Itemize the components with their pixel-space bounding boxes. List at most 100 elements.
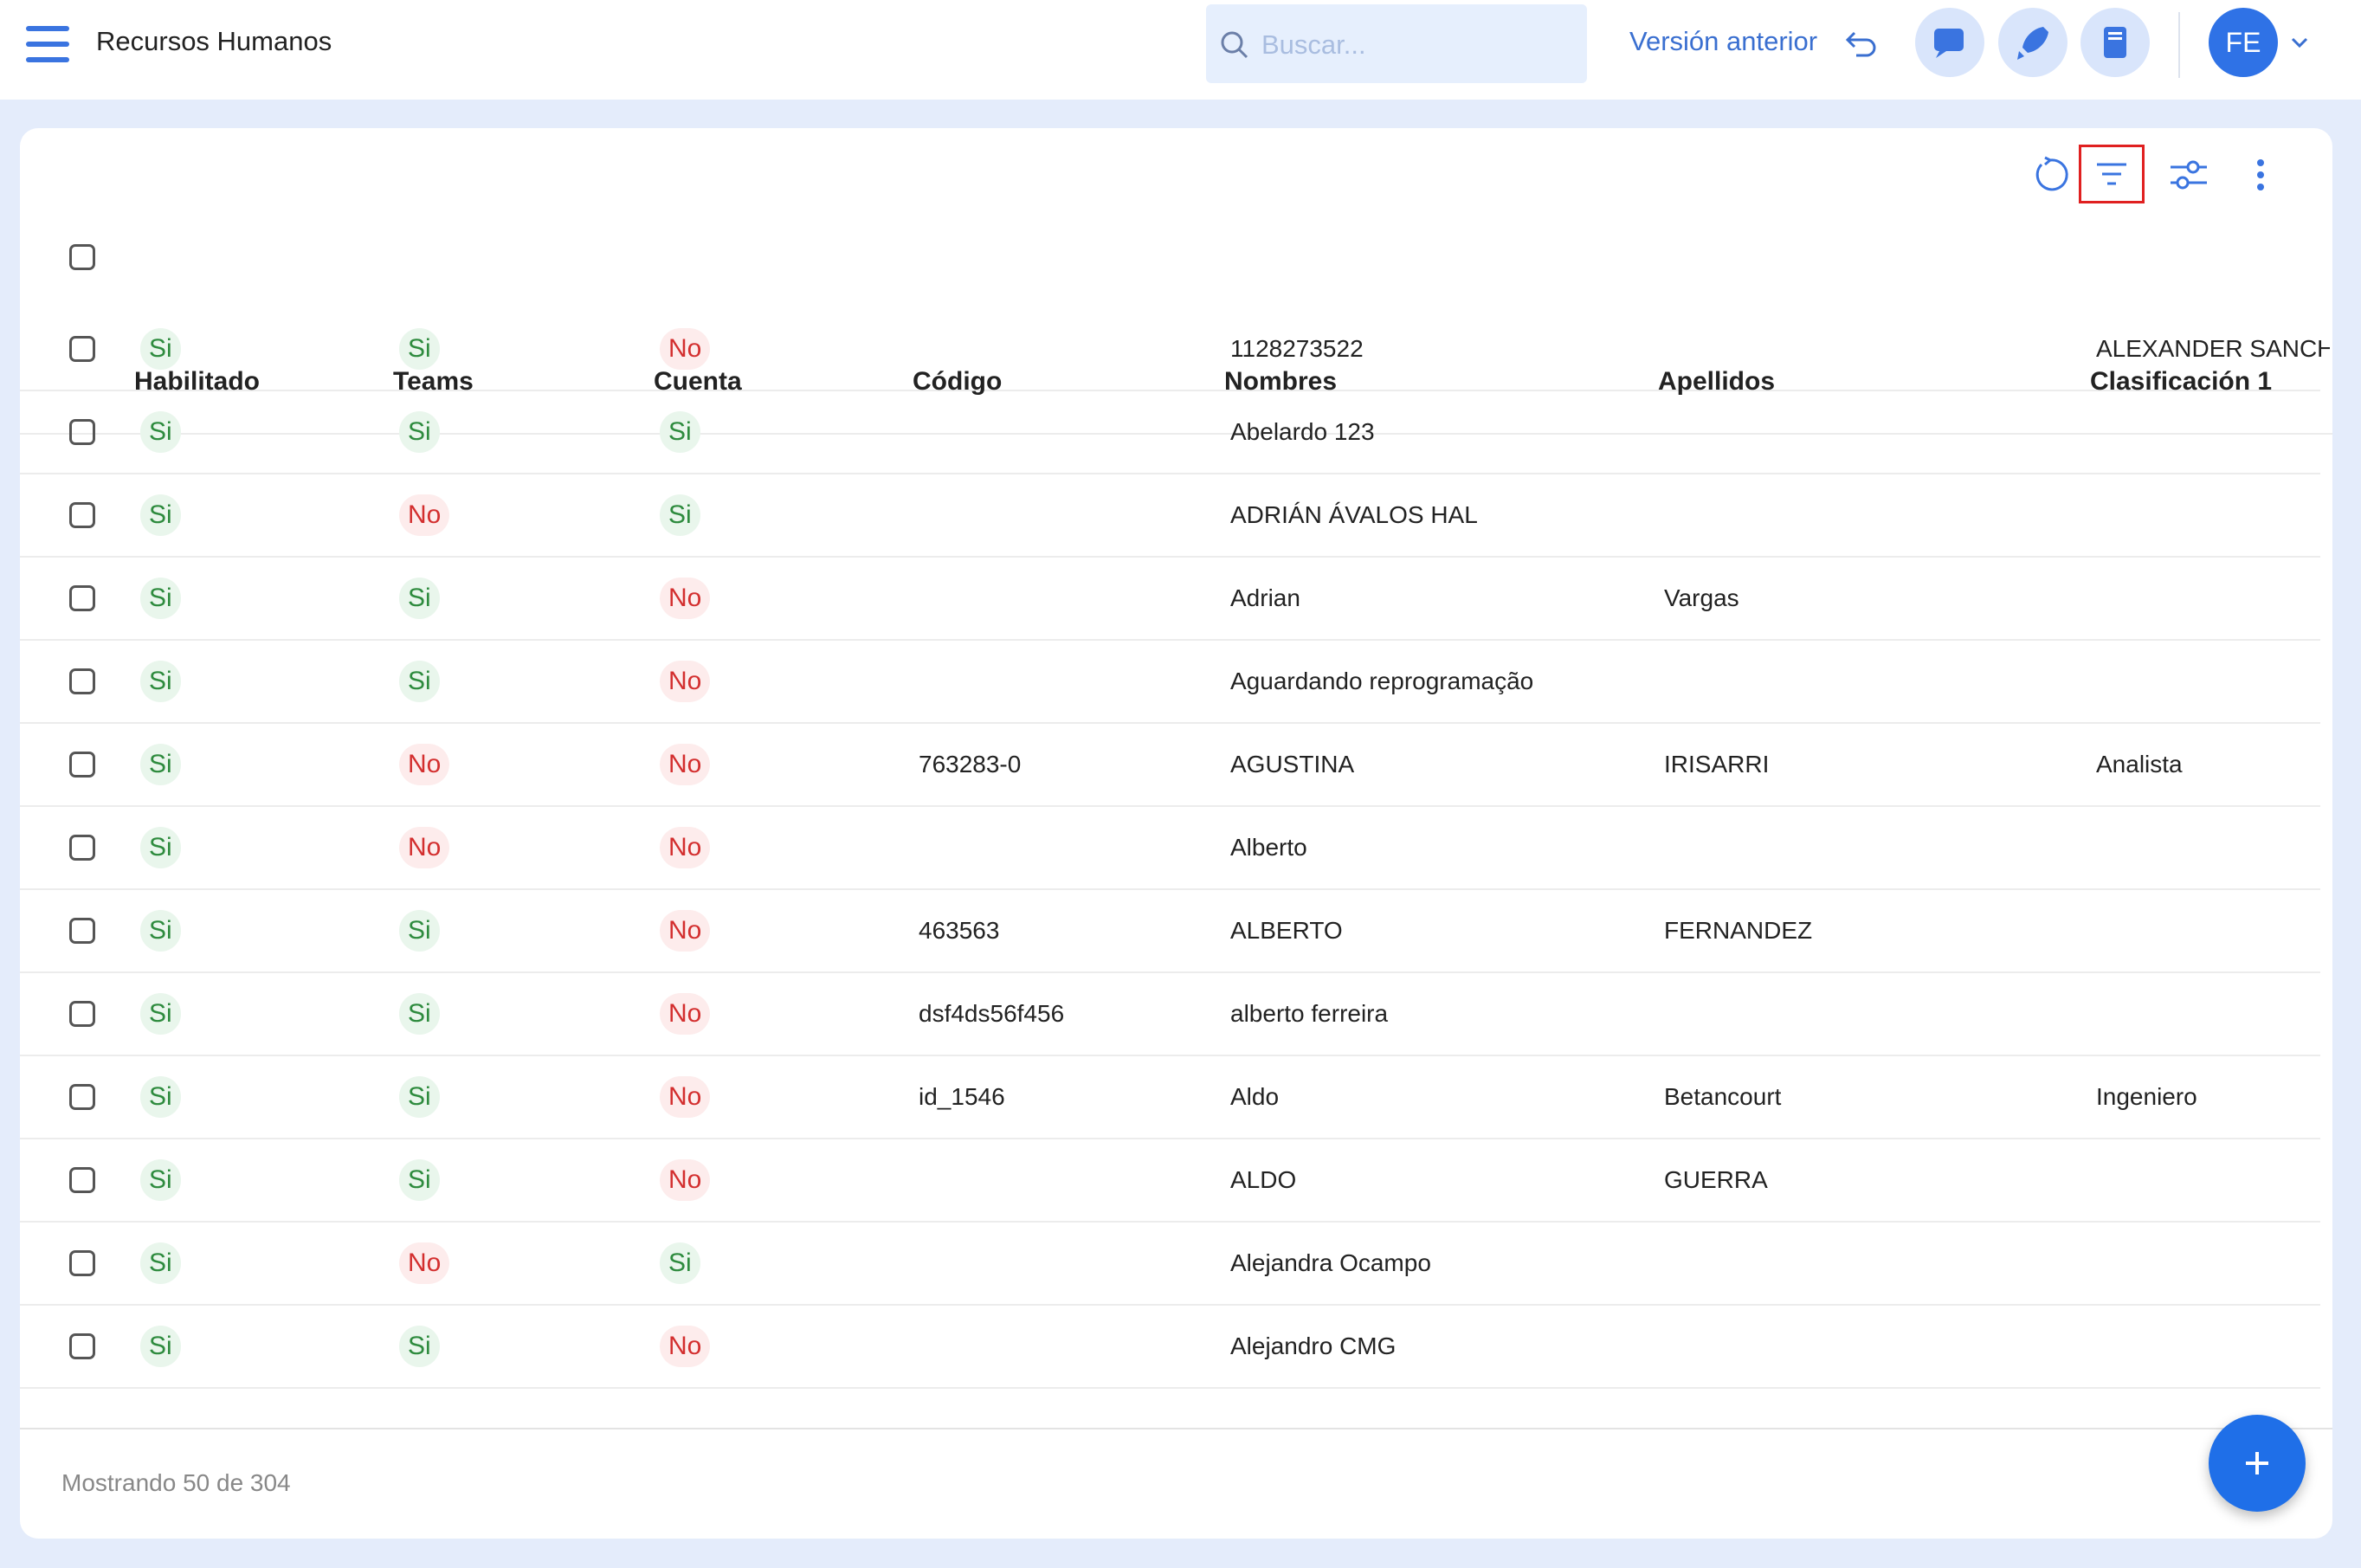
status-badge: No: [399, 494, 450, 536]
status-badge: No: [399, 744, 450, 785]
row-checkbox[interactable]: [69, 668, 95, 694]
table-cell: Adrian: [1230, 584, 1300, 611]
status-badge: Si: [399, 578, 440, 619]
row-divider: [20, 1304, 2320, 1306]
status-badge: Si: [140, 1326, 181, 1367]
status-badge: Si: [399, 328, 440, 370]
row-divider: [20, 971, 2320, 973]
row-divider: [20, 639, 2320, 641]
row-checkbox[interactable]: [69, 1084, 95, 1110]
table-cell: 763283-0: [919, 751, 1022, 778]
table-cell: ALDO: [1230, 1166, 1297, 1193]
status-badge: No: [660, 578, 711, 619]
row-checkbox[interactable]: [69, 918, 95, 944]
table-cell: ALBERTO: [1230, 917, 1343, 944]
row-divider: [20, 1138, 2320, 1139]
avatar[interactable]: FE: [2209, 8, 2278, 77]
row-checkbox[interactable]: [69, 1001, 95, 1027]
row-checkbox[interactable]: [69, 419, 95, 445]
table-cell: 1128273522: [1230, 335, 1364, 362]
status-badge: Si: [140, 993, 181, 1035]
status-badge: Si: [140, 661, 181, 702]
row-checkbox[interactable]: [69, 1167, 95, 1193]
select-all-checkbox[interactable]: [69, 244, 95, 270]
menu-button[interactable]: [26, 26, 69, 62]
table-cell: alberto ferreira: [1230, 1000, 1389, 1027]
row-checkbox[interactable]: [69, 1333, 95, 1359]
table-card: Si Si No 1128273522 ALEXANDER SANCH… Si Si Si Ab…: [20, 128, 2332, 1539]
status-badge: No: [660, 993, 711, 1035]
row-checkbox[interactable]: [69, 502, 95, 528]
avatar-chevron[interactable]: [2290, 36, 2309, 48]
status-badge: Si: [660, 1242, 700, 1284]
table-cell: dsf4ds56f456: [919, 1000, 1065, 1027]
status-badge: Si: [399, 1326, 440, 1367]
status-badge: No: [660, 827, 711, 868]
add-button[interactable]: [2209, 1415, 2306, 1512]
status-badge: No: [660, 1326, 711, 1367]
status-badge: Si: [140, 1076, 181, 1118]
row-checkbox[interactable]: [69, 336, 95, 362]
table-cell: IRISARRI: [1664, 751, 1770, 778]
column-header: Habilitado: [134, 367, 261, 396]
row-divider: [20, 1055, 2320, 1056]
table-cell: 463563: [919, 917, 1000, 944]
status-badge: Si: [399, 411, 440, 453]
rocket-button[interactable]: [1998, 8, 2067, 77]
column-header: Apellidos: [1658, 367, 1776, 396]
status-badge: Si: [140, 910, 181, 952]
search-box[interactable]: Buscar...: [1206, 4, 1587, 83]
status-badge: Si: [140, 1242, 181, 1284]
row-divider: [20, 556, 2320, 558]
status-badge: No: [660, 744, 711, 785]
refresh-button[interactable]: [2029, 154, 2071, 196]
table-cell: Ingeniero: [2096, 1083, 2197, 1110]
app-title: Recursos Humanos: [96, 26, 332, 56]
status-badge: No: [660, 1076, 711, 1118]
top-bar: Recursos Humanos Buscar... Versión anter…: [0, 0, 2361, 100]
status-badge: Si: [399, 1159, 440, 1201]
row-checkbox[interactable]: [69, 752, 95, 778]
header-divider: [20, 433, 2332, 435]
more-button[interactable]: [2255, 158, 2267, 192]
status-badge: No: [660, 910, 711, 952]
filter-button[interactable]: [2079, 145, 2145, 203]
table-cell: Alejandro CMG: [1230, 1332, 1397, 1359]
table-cell: Vargas: [1664, 584, 1739, 611]
row-checkbox[interactable]: [69, 585, 95, 611]
table-cell: Alejandra Ocampo: [1230, 1249, 1431, 1276]
status-badge: Si: [140, 578, 181, 619]
status-badge: Si: [399, 910, 440, 952]
table-cell: Alberto: [1230, 834, 1307, 861]
footer-status: Mostrando 50 de 304: [61, 1469, 291, 1496]
row-divider: [20, 390, 2320, 391]
row-divider: [20, 1221, 2320, 1223]
status-badge: Si: [140, 827, 181, 868]
table-cell: Aldo: [1230, 1083, 1280, 1110]
status-badge: No: [660, 328, 711, 370]
table-cell: FERNANDEZ: [1664, 917, 1813, 944]
table-cell: GUERRA: [1664, 1166, 1768, 1193]
row-checkbox[interactable]: [69, 1250, 95, 1276]
chat-button[interactable]: [1915, 8, 1984, 77]
status-badge: Si: [140, 328, 181, 370]
status-badge: No: [399, 1242, 450, 1284]
previous-version-link[interactable]: Versión anterior: [1629, 26, 1818, 56]
status-badge: Si: [140, 1159, 181, 1201]
columns-settings-button[interactable]: [2167, 154, 2210, 196]
status-badge: No: [399, 827, 450, 868]
table-cell: AGUSTINA: [1230, 751, 1355, 778]
column-header: Cuenta: [654, 367, 742, 396]
footer-divider: [20, 1428, 2332, 1429]
status-badge: Si: [660, 411, 700, 453]
status-badge: No: [660, 661, 711, 702]
status-badge: Si: [140, 494, 181, 536]
docs-button[interactable]: [2080, 8, 2150, 77]
row-divider: [20, 805, 2320, 807]
row-checkbox[interactable]: [69, 835, 95, 861]
column-header: Código: [913, 367, 1003, 396]
table-cell: id_1546: [919, 1083, 1005, 1110]
status-badge: Si: [140, 744, 181, 785]
search-icon: [1221, 31, 1248, 59]
